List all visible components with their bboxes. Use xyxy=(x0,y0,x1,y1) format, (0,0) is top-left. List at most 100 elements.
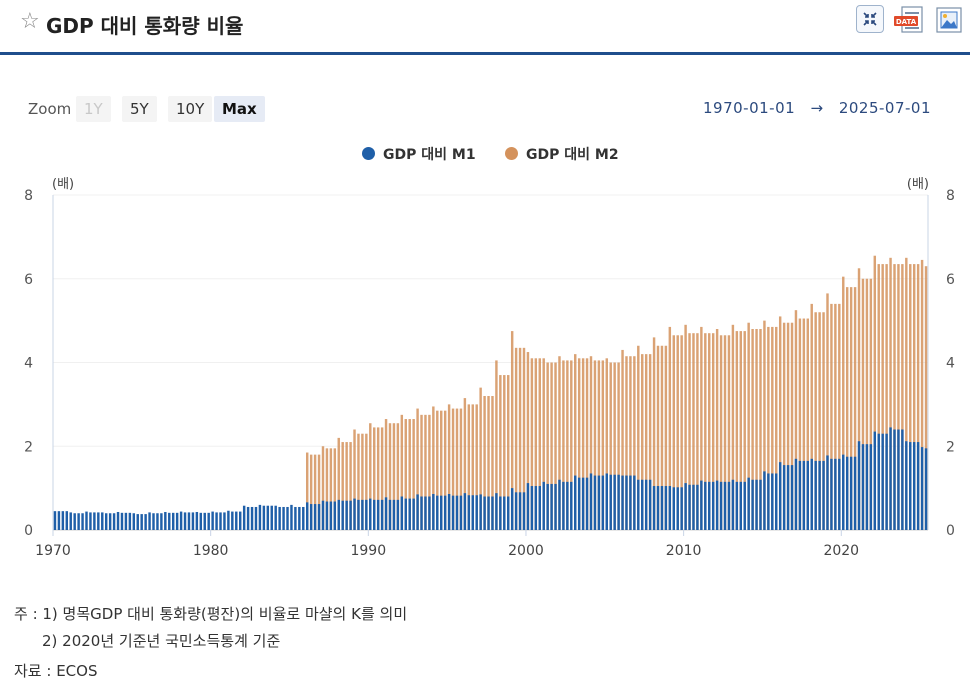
bar-m1[interactable] xyxy=(380,499,384,530)
bar-m2[interactable] xyxy=(912,264,916,530)
bar-m1[interactable] xyxy=(861,444,865,530)
bar-m1[interactable] xyxy=(290,504,293,531)
bar-m1[interactable] xyxy=(838,458,841,530)
bar-m1[interactable] xyxy=(755,479,758,530)
bar-m1[interactable] xyxy=(495,493,498,530)
bar-m2[interactable] xyxy=(510,331,514,530)
bar-m1[interactable] xyxy=(672,487,675,530)
bar-m1[interactable] xyxy=(526,483,530,530)
bar-m2[interactable] xyxy=(585,358,589,530)
bar-m2[interactable] xyxy=(786,322,790,530)
bar-m1[interactable] xyxy=(853,456,857,530)
bar-m1[interactable] xyxy=(140,514,143,530)
bar-m1[interactable] xyxy=(203,512,206,530)
bar-m2[interactable] xyxy=(881,264,884,530)
bar-m1[interactable] xyxy=(298,506,301,530)
bar-m1[interactable] xyxy=(885,433,888,530)
bar-m1[interactable] xyxy=(148,512,151,530)
bar-m1[interactable] xyxy=(625,475,628,530)
bar-m1[interactable] xyxy=(258,504,262,531)
bar-m2[interactable] xyxy=(842,276,845,530)
bar-m1[interactable] xyxy=(641,479,644,530)
bar-m1[interactable] xyxy=(345,500,348,530)
bar-m1[interactable] xyxy=(195,511,199,530)
bar-m1[interactable] xyxy=(711,481,715,530)
bar-m1[interactable] xyxy=(676,487,679,530)
bar-m1[interactable] xyxy=(266,505,270,530)
bar-m1[interactable] xyxy=(120,512,124,530)
bar-m1[interactable] xyxy=(436,495,439,530)
bar-m2[interactable] xyxy=(916,264,920,530)
bar-m2[interactable] xyxy=(428,414,431,530)
bar-m1[interactable] xyxy=(924,448,928,530)
bar-m2[interactable] xyxy=(424,414,427,530)
bar-m1[interactable] xyxy=(432,493,435,530)
bar-m2[interactable] xyxy=(570,360,573,530)
bar-m1[interactable] xyxy=(97,512,100,530)
bar-m1[interactable] xyxy=(69,512,72,530)
image-download-button[interactable] xyxy=(935,5,963,33)
bar-m1[interactable] xyxy=(743,481,746,530)
bar-m2[interactable] xyxy=(459,408,463,530)
bar-m2[interactable] xyxy=(755,329,758,530)
bar-m1[interactable] xyxy=(235,511,238,530)
bar-m2[interactable] xyxy=(704,333,707,530)
bar-m2[interactable] xyxy=(577,358,581,530)
bar-m1[interactable] xyxy=(550,483,553,530)
zoom-10y-button[interactable]: 10Y xyxy=(168,96,213,122)
bar-m2[interactable] xyxy=(901,264,904,530)
bar-m1[interactable] xyxy=(786,465,790,530)
bar-m2[interactable] xyxy=(924,266,928,530)
bar-m1[interactable] xyxy=(735,481,739,530)
bar-m1[interactable] xyxy=(605,473,608,530)
bar-m2[interactable] xyxy=(664,345,668,530)
bar-m1[interactable] xyxy=(775,473,778,530)
bar-m2[interactable] xyxy=(731,324,735,530)
bar-m1[interactable] xyxy=(443,495,447,530)
bar-m2[interactable] xyxy=(471,404,474,531)
bar-m1[interactable] xyxy=(881,433,884,530)
bar-m1[interactable] xyxy=(708,481,711,530)
bar-m1[interactable] xyxy=(510,488,514,531)
bar-m1[interactable] xyxy=(487,496,490,531)
bar-m1[interactable] xyxy=(920,447,924,530)
bar-m1[interactable] xyxy=(581,477,585,530)
bar-m1[interactable] xyxy=(211,511,214,530)
bar-m1[interactable] xyxy=(384,497,388,530)
bar-m1[interactable] xyxy=(392,499,396,530)
bar-m2[interactable] xyxy=(676,335,679,530)
bar-m2[interactable] xyxy=(905,257,908,530)
bar-m1[interactable] xyxy=(81,513,84,530)
bar-m1[interactable] xyxy=(905,441,908,530)
bar-m1[interactable] xyxy=(621,475,624,530)
bar-m1[interactable] xyxy=(61,511,65,530)
bar-m1[interactable] xyxy=(577,477,581,530)
bar-m2[interactable] xyxy=(668,326,672,530)
bar-m2[interactable] xyxy=(317,454,321,531)
bar-m2[interactable] xyxy=(747,322,750,530)
bar-m2[interactable] xyxy=(739,331,742,530)
bar-m1[interactable] xyxy=(463,493,467,530)
bar-m2[interactable] xyxy=(475,404,478,531)
bar-m1[interactable] xyxy=(869,444,873,530)
bar-m2[interactable] xyxy=(834,303,837,531)
bar-m1[interactable] xyxy=(246,506,250,530)
bar-m2[interactable] xyxy=(306,452,309,530)
bar-m1[interactable] xyxy=(475,495,478,530)
bar-m2[interactable] xyxy=(479,387,482,531)
bar-m1[interactable] xyxy=(93,512,96,530)
bar-m2[interactable] xyxy=(538,358,541,530)
bar-m1[interactable] xyxy=(483,496,486,531)
bar-m1[interactable] xyxy=(89,512,92,530)
legend-item-m2[interactable]: GDP 대비 M2 xyxy=(505,144,619,164)
bar-m1[interactable] xyxy=(593,475,597,530)
bar-m2[interactable] xyxy=(909,264,912,530)
bar-m1[interactable] xyxy=(321,500,325,530)
bar-m2[interactable] xyxy=(514,347,518,530)
bar-m2[interactable] xyxy=(778,316,782,530)
bar-m2[interactable] xyxy=(432,406,435,530)
bar-m2[interactable] xyxy=(388,423,392,530)
bar-m1[interactable] xyxy=(451,495,455,530)
bar-m2[interactable] xyxy=(660,345,664,530)
bar-m2[interactable] xyxy=(601,360,605,530)
